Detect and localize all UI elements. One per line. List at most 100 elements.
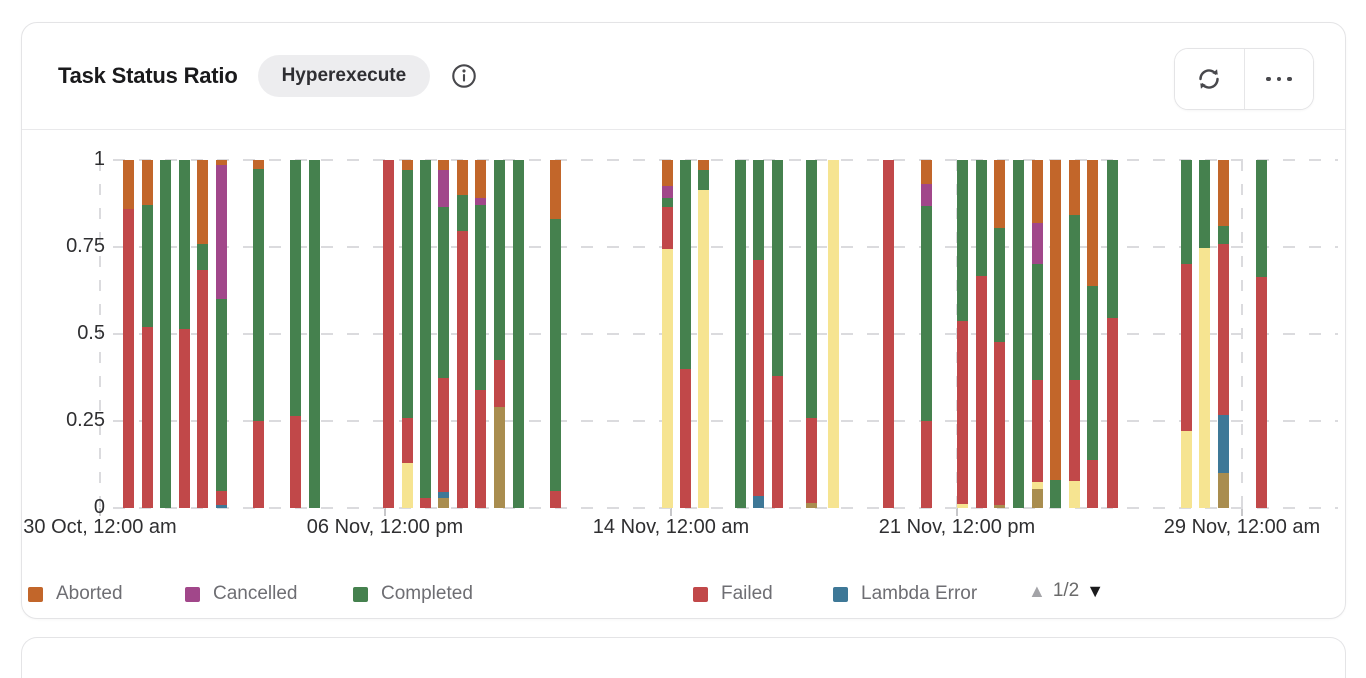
legend-item-lambda-error[interactable]: Lambda Error [833,581,977,607]
bar-segment-failed [956,321,968,504]
bar[interactable] [1217,160,1229,508]
bar[interactable] [419,160,431,508]
bar[interactable] [308,160,320,508]
bar[interactable] [512,160,524,508]
bar-segment-completed [252,168,264,421]
bar[interactable] [456,160,468,508]
legend-page-indicator: 1/2 [1052,580,1080,601]
hyperexecute-badge: Hyperexecute [257,55,431,97]
legend-swatch [28,586,43,602]
bar-segment-completed [493,160,505,361]
bar-segment-completed [697,170,709,190]
legend-swatch [185,586,200,602]
more-options-button[interactable] [1243,49,1313,109]
bar-segment-failed [1068,379,1080,481]
bar-segment-completed [956,160,968,322]
bar-segment-completed [734,160,746,508]
bar-segment-failed [1106,318,1118,508]
bar-segment-completed [1049,480,1061,508]
bar-segment-aborted [1031,160,1043,223]
bar-segment-failed [456,231,468,508]
bar[interactable] [1180,160,1192,508]
bar-segment-completed [215,299,227,491]
page-title: Task Status Ratio [58,63,238,88]
bar[interactable] [1049,160,1061,508]
bar[interactable] [993,160,1005,508]
bar[interactable] [1106,160,1118,508]
bar-segment-aborted [141,160,153,206]
bar[interactable] [122,160,134,508]
bar-segment-status_yellow [1198,247,1210,508]
bar-segment-status_yellow [1068,480,1080,508]
bar-segment-aborted [1086,160,1098,286]
bar[interactable] [1012,160,1024,508]
bar[interactable] [661,160,673,508]
bar[interactable] [196,160,208,508]
bar-segment-failed [419,497,431,508]
legend-item-failed[interactable]: Failed [693,581,773,607]
bar[interactable] [827,160,839,508]
bar[interactable] [679,160,691,508]
bar[interactable] [437,160,449,508]
bar[interactable] [1086,160,1098,508]
bar-segment-completed [159,160,171,508]
bar[interactable] [771,160,783,508]
triangle-down-icon[interactable]: ▼ [1086,580,1105,601]
bar[interactable] [956,160,968,508]
bar-segment-completed [805,160,817,418]
bar[interactable] [1031,160,1043,508]
bar-segment-failed [771,375,783,508]
bar[interactable] [752,160,764,508]
bar-segment-status_yellow [401,462,413,508]
legend-item-completed[interactable]: Completed [353,581,473,607]
legend-label: Failed [721,583,773,604]
bar[interactable] [382,160,394,508]
bar[interactable] [252,160,264,508]
bar-segment-status_olive [805,502,817,508]
bar-segment-cancelled [437,170,449,207]
bar[interactable] [882,160,894,508]
bar-segment-status_olive [437,497,449,508]
legend-pagination: ▲ 1/2 ▼ [1028,580,1104,602]
bar[interactable] [920,160,932,508]
bar[interactable] [734,160,746,508]
bar-segment-completed [196,243,208,270]
bar[interactable] [159,160,171,508]
bar[interactable] [215,160,227,508]
bar[interactable] [805,160,817,508]
bar-segment-completed [771,160,783,376]
bar-segment-failed [920,421,932,508]
bar[interactable] [975,160,987,508]
bar-segment-failed [805,417,817,503]
legend-item-aborted[interactable]: Aborted [28,581,123,607]
triangle-up-icon[interactable]: ▲ [1028,580,1046,601]
bar-segment-aborted [215,160,227,166]
bar-segment-failed [1086,460,1098,508]
legend-swatch [833,586,848,602]
bar-segment-status_yellow [697,189,709,508]
bar[interactable] [1198,160,1210,508]
bar[interactable] [549,160,561,508]
info-icon[interactable] [450,62,478,90]
bar[interactable] [289,160,301,508]
refresh-button[interactable] [1175,49,1244,109]
legend-item-cancelled[interactable]: Cancelled [185,581,298,607]
bar-segment-status_olive [1031,489,1043,508]
bar-segment-failed [975,276,987,508]
bar-segment-completed [1031,263,1043,380]
bar[interactable] [1255,160,1267,508]
bar[interactable] [178,160,190,508]
legend-label: Aborted [56,583,123,604]
bar[interactable] [1068,160,1080,508]
bar-segment-completed [1217,226,1229,244]
bar-segment-cancelled [215,165,227,300]
bar[interactable] [474,160,486,508]
bar-segment-failed [178,328,190,508]
bar-segment-failed [1180,264,1192,432]
bar[interactable] [401,160,413,508]
bar[interactable] [493,160,505,508]
bar-segment-completed [512,160,524,508]
bar-segment-cancelled [1031,222,1043,264]
bar[interactable] [141,160,153,508]
bar[interactable] [697,160,709,508]
